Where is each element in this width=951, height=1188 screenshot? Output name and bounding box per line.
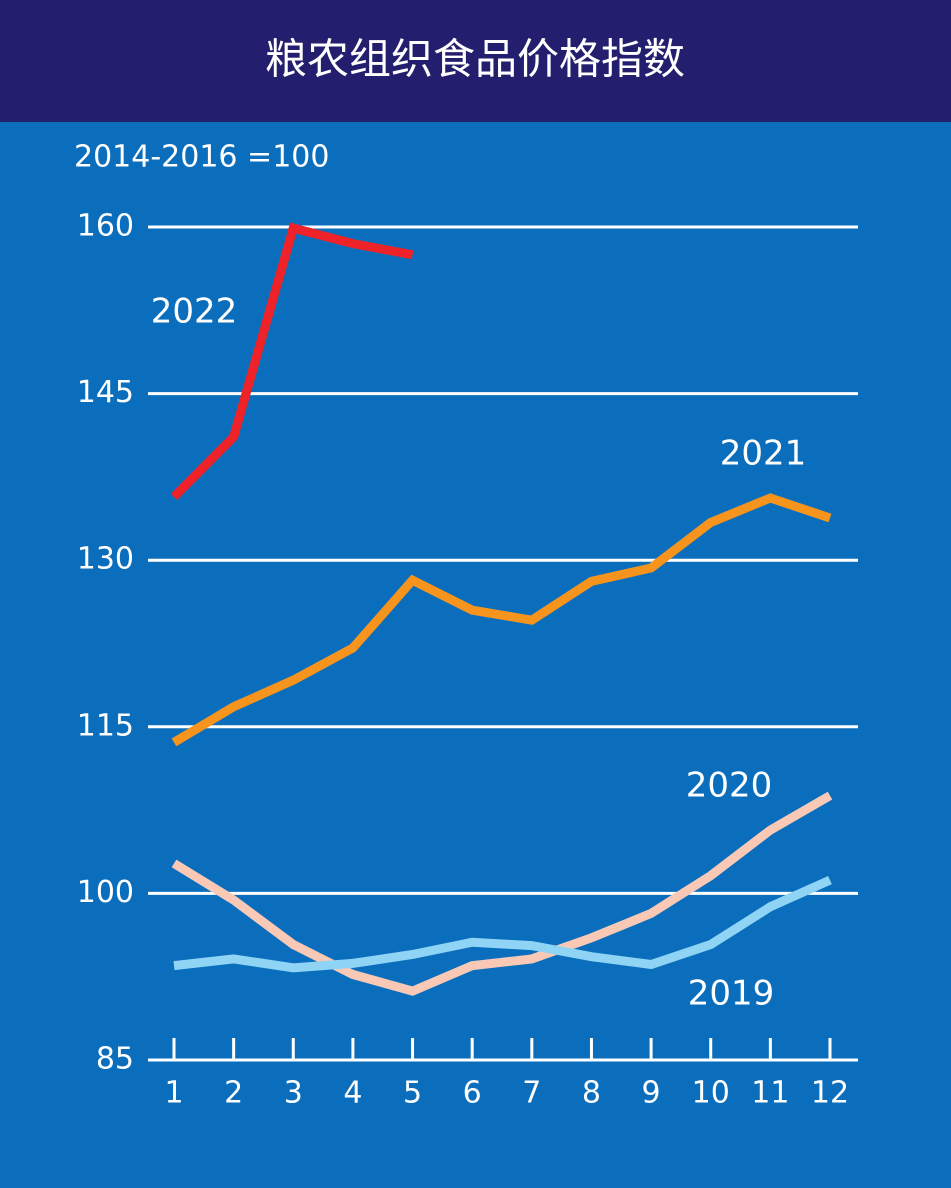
x-tick-label: 11 bbox=[751, 1076, 789, 1111]
series-line bbox=[173, 875, 832, 973]
y-tick-label: 145 bbox=[77, 375, 134, 410]
x-tick-label: 4 bbox=[343, 1076, 362, 1111]
x-tick-label: 9 bbox=[642, 1076, 661, 1111]
chart-title: 粮农组织食品价格指数 bbox=[265, 35, 685, 84]
x-tick-label: 8 bbox=[582, 1076, 601, 1111]
series-label: 2022 bbox=[151, 292, 238, 332]
x-tick-label: 10 bbox=[692, 1076, 730, 1111]
series-line bbox=[170, 222, 414, 501]
x-tick-label: 7 bbox=[522, 1076, 541, 1111]
x-tick-label: 1 bbox=[164, 1076, 183, 1111]
x-tick-label: 12 bbox=[811, 1076, 849, 1111]
y-tick-label: 160 bbox=[77, 209, 134, 244]
y-tick-label: 85 bbox=[96, 1042, 134, 1077]
x-tick-label: 3 bbox=[284, 1076, 303, 1111]
series-label: 2019 bbox=[688, 974, 775, 1014]
x-tick-label: 6 bbox=[463, 1076, 482, 1111]
series-label: 2020 bbox=[686, 766, 773, 806]
x-tick-label: 5 bbox=[403, 1076, 422, 1111]
y-axis-label: 2014-2016 =100 bbox=[74, 140, 329, 175]
y-tick-label: 115 bbox=[77, 708, 134, 743]
x-tick-label: 2 bbox=[224, 1076, 243, 1111]
series-label: 2021 bbox=[720, 434, 807, 474]
y-tick-label: 100 bbox=[77, 875, 134, 910]
y-tick-label: 130 bbox=[77, 542, 134, 577]
series-line bbox=[171, 791, 833, 996]
header bbox=[0, 0, 951, 122]
series-line bbox=[171, 493, 832, 747]
